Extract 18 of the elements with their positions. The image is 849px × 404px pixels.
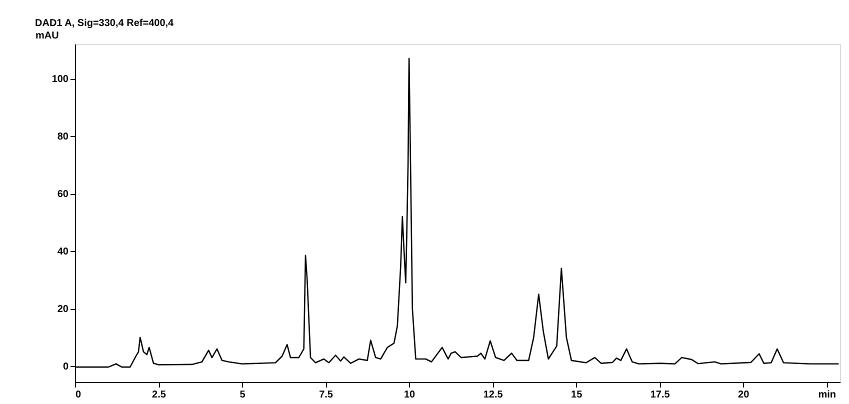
y-tick-label: 40 (57, 246, 69, 258)
y-tick-label: 100 (52, 74, 69, 86)
x-tick-label: 15 (571, 390, 583, 400)
x-tick-label: 7.5 (319, 390, 334, 400)
y-tick-label: 0 (62, 362, 69, 373)
y-tick-label: 20 (57, 304, 69, 316)
x-tick-label: 17.5 (650, 390, 670, 400)
x-tick-label: 20 (738, 390, 750, 400)
x-tick-label: 0 (76, 390, 82, 400)
y-tick-label: 80 (57, 132, 69, 143)
x-tick-label: 12.5 (483, 390, 504, 400)
y-tick-label: 60 (57, 189, 69, 200)
x-tick-label: 10 (404, 390, 416, 400)
x-tick-label: min (818, 390, 836, 400)
y-axis-title: mAU (36, 30, 59, 42)
chart-title: DAD1 A, Sig=330,4 Ref=400,4 (35, 18, 174, 29)
x-tick-label: 5 (240, 390, 246, 400)
x-tick-label: 2.5 (152, 390, 166, 400)
